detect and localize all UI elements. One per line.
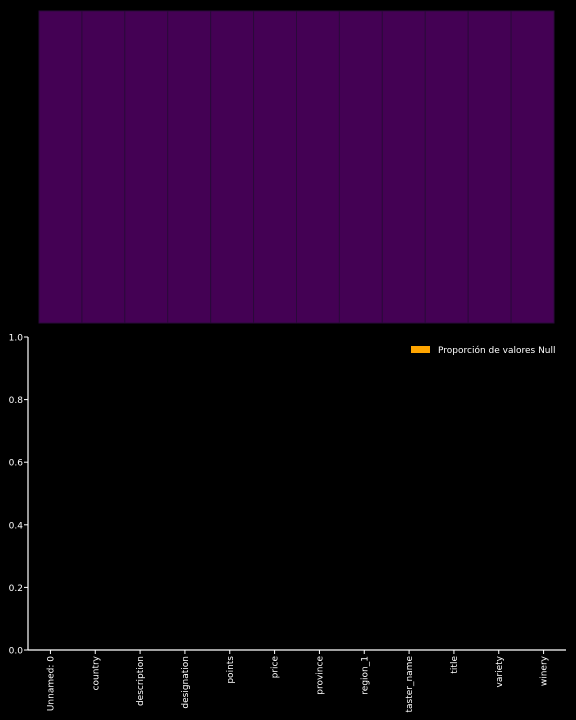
heatmap-cell — [253, 10, 297, 324]
heatmap-cell — [124, 10, 169, 324]
x-tick-label: title — [450, 656, 460, 674]
x-tick-label: description — [136, 656, 146, 706]
legend-label: Proporción de valores Null — [438, 345, 556, 356]
y-tick-label: 0.4 — [9, 521, 24, 531]
y-tick-label: 0.8 — [9, 396, 24, 406]
x-tick-label: points — [226, 656, 236, 684]
y-tick-group: 0.0 0.2 0.4 0.6 0.8 1.0 — [9, 334, 28, 657]
x-tick-group: Unnamed: 0 country description designation p… — [46, 650, 550, 713]
y-tick-label: 0.6 — [9, 459, 24, 469]
legend: Proporción de valores Null — [411, 345, 556, 356]
x-tick-label: taster_name — [405, 656, 415, 713]
heatmap-cell — [81, 10, 126, 324]
heatmap-cell — [424, 10, 469, 324]
null-heatmap — [38, 10, 555, 324]
x-tick-label: variety — [495, 655, 505, 687]
heatmap-cell — [338, 10, 383, 324]
heatmap-cell — [467, 10, 512, 324]
y-tick-label: 0.2 — [9, 584, 23, 594]
heatmap-cell — [38, 10, 83, 324]
y-tick-label: 0.0 — [9, 647, 24, 657]
null-proportion-bar-chart: 0.0 0.2 0.4 0.6 0.8 1.0 Unnamed: 0 country desc… — [9, 334, 566, 713]
x-tick-label: Unnamed: 0 — [46, 656, 56, 711]
heatmap-cell — [210, 10, 255, 324]
heatmap-cell — [381, 10, 426, 324]
heatmap-cell — [296, 10, 340, 324]
heatmap-cell — [510, 10, 555, 324]
heatmap-cell — [167, 10, 212, 324]
legend-swatch — [411, 346, 430, 353]
x-tick-label: country — [91, 655, 101, 690]
x-tick-label: price — [271, 656, 281, 679]
x-tick-label: designation — [181, 656, 191, 709]
x-tick-label: winery — [540, 655, 550, 686]
x-tick-label: province — [315, 656, 325, 695]
x-tick-label: region_1 — [360, 656, 370, 695]
y-tick-label: 1.0 — [9, 334, 24, 344]
